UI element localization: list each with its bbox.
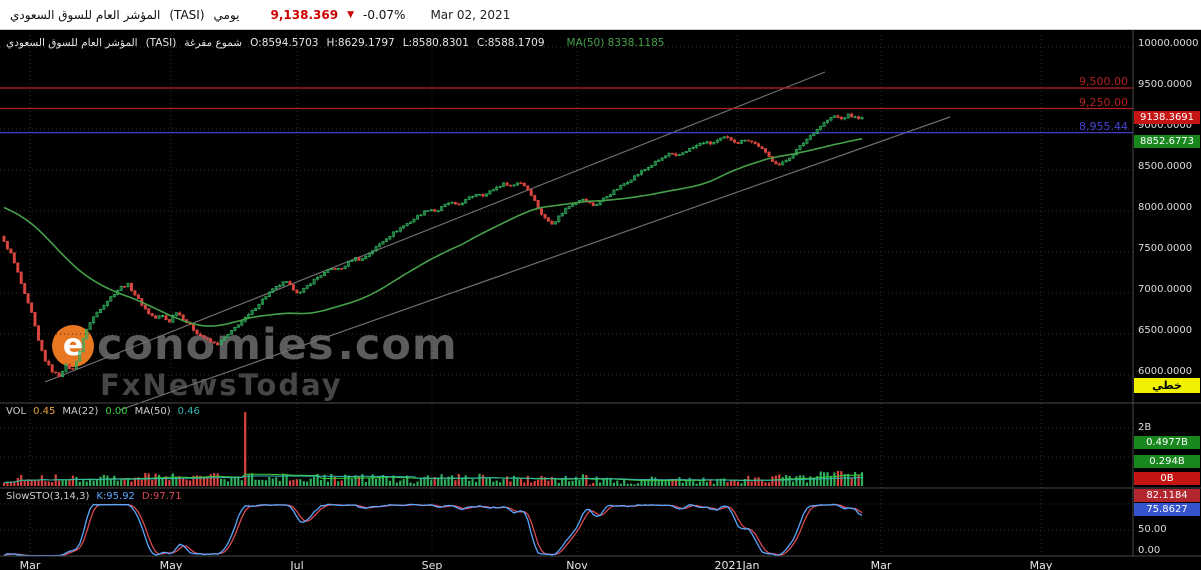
legend-high: H:8629.1797 (326, 37, 395, 49)
volume-ma50-box: 0.294B (1134, 455, 1200, 468)
vol-ma22-value: 0.00 (105, 406, 128, 417)
stochastic-legend: SlowSTO(3,14,3) K:95.92 D:97.71 (6, 491, 182, 502)
legend-ma50: MA(50) 8338.1185 (566, 37, 665, 49)
stochastic-k-box: 75.8627 (1134, 503, 1200, 516)
vol-ma50-value: 0.46 (177, 406, 200, 417)
legend-close: C:8588.1709 (476, 37, 545, 49)
scale-mode-button[interactable]: خطي (1134, 378, 1200, 393)
volume-axis-max-label: 2B (1138, 422, 1152, 433)
instrument-symbol: (TASI) (169, 7, 205, 22)
stochastic-mid-label: 50.00 (1138, 524, 1167, 535)
vol-ma50-label: MA(50) (134, 406, 171, 417)
volume-current-box: 0B (1134, 472, 1200, 485)
down-arrow-icon: ▼ (347, 9, 354, 20)
change-percent: -0.07% (362, 7, 406, 22)
stoch-k-value: K:95.92 (96, 491, 135, 502)
legend-symbol: (TASI) (145, 37, 177, 49)
resistance-level-label: 9,500.00 (1079, 75, 1128, 88)
last-price: 9,138.369 (270, 7, 339, 22)
legend-open: O:8594.5703 (250, 37, 319, 49)
legend-candle-type: شموع مفرغة (184, 37, 243, 49)
legend-instrument: المؤشر العام للسوق السعودي (6, 37, 138, 49)
chart-area: e conomies .com FxNewsToday المؤشر العام… (0, 30, 1201, 570)
resistance-level-label: 9,250.00 (1079, 96, 1128, 109)
date-label: Mar 02, 2021 (430, 7, 511, 22)
stoch-d-value: D:97.71 (141, 491, 182, 502)
current-price-box: 9138.3691 (1134, 111, 1200, 124)
support-level-label: 8,955.44 (1079, 120, 1128, 133)
legend-low: L:8580.8301 (402, 37, 469, 49)
volume-ma22-box: 0.4977B (1134, 436, 1200, 449)
volume-legend: VOL 0.45 MA(22) 0.00 MA(50) 0.46 (6, 406, 200, 417)
instrument-title: المؤشر العام للسوق السعودي (10, 7, 161, 22)
timeframe-label: يومي (213, 7, 240, 22)
stoch-name: SlowSTO(3,14,3) (6, 491, 90, 502)
stochastic-zero-label: 0.00 (1138, 545, 1161, 556)
vol-value: 0.45 (33, 406, 56, 417)
chart-legend: المؤشر العام للسوق السعودي (TASI) شموع م… (6, 37, 664, 49)
watermark-text: conomies (97, 320, 335, 370)
header-bar: المؤشر العام للسوق السعودي (TASI) يومي 9… (0, 0, 1201, 30)
stochastic-d-box: 82.1184 (1134, 489, 1200, 502)
vol-label: VOL (6, 406, 27, 417)
watermark-suffix: .com (337, 320, 458, 370)
vol-ma22-label: MA(22) (62, 406, 99, 417)
chart-canvas[interactable] (0, 30, 1201, 570)
ma50-value-box: 8852.6773 (1134, 135, 1200, 148)
